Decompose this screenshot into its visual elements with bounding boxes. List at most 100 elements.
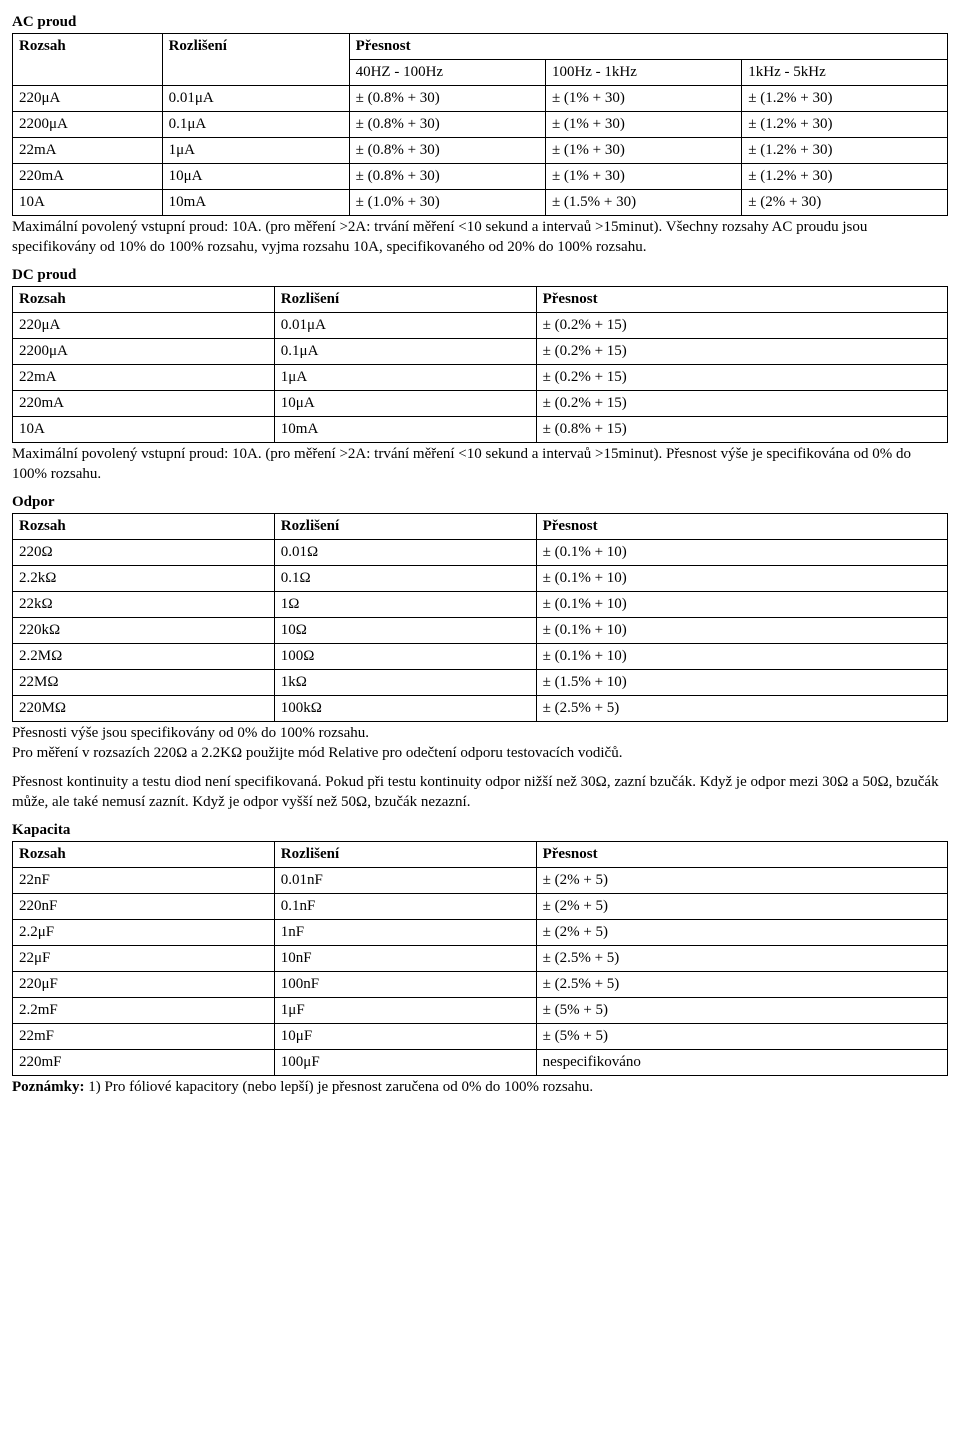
cap-note-prefix: Poznámky: bbox=[12, 1079, 85, 1095]
cell-acc: ± (2.5% + 5) bbox=[536, 972, 947, 998]
table-row: 22μF 10nF ± (2.5% + 5) bbox=[13, 946, 948, 972]
cell-acc: ± (1% + 30) bbox=[545, 112, 741, 138]
cell-acc: ± (1.5% + 10) bbox=[536, 670, 947, 696]
cell-acc: ± (0.8% + 30) bbox=[349, 112, 545, 138]
col-resolution-header: Rozlišení bbox=[274, 287, 536, 313]
cell-range: 2.2mF bbox=[13, 998, 275, 1024]
cell-res: 1kΩ bbox=[274, 670, 536, 696]
col-accuracy-header: Přesnost bbox=[349, 34, 947, 60]
cap-table: Rozsah Rozlišení Přesnost 22nF 0.01nF ± … bbox=[12, 841, 948, 1076]
cell-res: 100Ω bbox=[274, 644, 536, 670]
cell-range: 22mA bbox=[13, 138, 163, 164]
cell-acc: ± (0.2% + 15) bbox=[536, 365, 947, 391]
cell-acc: ± (5% + 5) bbox=[536, 1024, 947, 1050]
cell-range: 22mF bbox=[13, 1024, 275, 1050]
dc-title: DC proud bbox=[12, 267, 948, 284]
cell-acc: nespecifikováno bbox=[536, 1050, 947, 1076]
table-row: 220mA 10μA ± (0.2% + 15) bbox=[13, 391, 948, 417]
col-resolution-header: Rozlišení bbox=[162, 34, 349, 86]
cell-acc: ± (5% + 5) bbox=[536, 998, 947, 1024]
cell-range: 22kΩ bbox=[13, 592, 275, 618]
cell-acc: ± (1% + 30) bbox=[545, 164, 741, 190]
ac-table: Rozsah Rozlišení Přesnost 40HZ - 100Hz 1… bbox=[12, 33, 948, 216]
cell-range: 220nF bbox=[13, 894, 275, 920]
cell-acc: ± (0.8% + 30) bbox=[349, 164, 545, 190]
table-header-row: Rozsah Rozlišení Přesnost bbox=[13, 514, 948, 540]
cell-acc: ± (0.1% + 10) bbox=[536, 592, 947, 618]
cell-range: 220mA bbox=[13, 391, 275, 417]
table-row: 220kΩ 10Ω ± (0.1% + 10) bbox=[13, 618, 948, 644]
cell-res: 10μA bbox=[274, 391, 536, 417]
table-row: 22mA 1μA ± (0.2% + 15) bbox=[13, 365, 948, 391]
cell-res: 0.01μA bbox=[274, 313, 536, 339]
cell-res: 0.1nF bbox=[274, 894, 536, 920]
cell-range: 2.2MΩ bbox=[13, 644, 275, 670]
table-row: 2.2MΩ 100Ω ± (0.1% + 10) bbox=[13, 644, 948, 670]
cell-acc: ± (0.1% + 10) bbox=[536, 566, 947, 592]
ac-note: Maximální povolený vstupní proud: 10A. (… bbox=[12, 218, 948, 257]
cell-acc: ± (2% + 5) bbox=[536, 868, 947, 894]
cell-res: 10μA bbox=[162, 164, 349, 190]
res-note1: Přesnosti výše jsou specifikovány od 0% … bbox=[12, 724, 948, 763]
table-row: 220μF 100nF ± (2.5% + 5) bbox=[13, 972, 948, 998]
table-row: 220MΩ 100kΩ ± (2.5% + 5) bbox=[13, 696, 948, 722]
table-row: 220mA 10μA ± (0.8% + 30) ± (1% + 30) ± (… bbox=[13, 164, 948, 190]
cell-res: 1μA bbox=[274, 365, 536, 391]
cell-range: 2200μA bbox=[13, 112, 163, 138]
cell-res: 1μF bbox=[274, 998, 536, 1024]
cell-acc: ± (0.8% + 15) bbox=[536, 417, 947, 443]
col-accuracy-header: Přesnost bbox=[536, 842, 947, 868]
table-header-row: Rozsah Rozlišení Přesnost bbox=[13, 34, 948, 60]
table-row: 22nF 0.01nF ± (2% + 5) bbox=[13, 868, 948, 894]
res-note2: Přesnost kontinuity a testu diod není sp… bbox=[12, 773, 948, 812]
cell-acc: ± (2% + 30) bbox=[742, 190, 948, 216]
cell-range: 10A bbox=[13, 190, 163, 216]
cap-title: Kapacita bbox=[12, 822, 948, 839]
cell-acc: ± (1% + 30) bbox=[545, 86, 741, 112]
cell-range: 22mA bbox=[13, 365, 275, 391]
table-row: 2200μA 0.1μA ± (0.2% + 15) bbox=[13, 339, 948, 365]
cell-acc: ± (0.1% + 10) bbox=[536, 540, 947, 566]
cell-acc: ± (0.2% + 15) bbox=[536, 313, 947, 339]
cell-res: 1Ω bbox=[274, 592, 536, 618]
col-resolution-header: Rozlišení bbox=[274, 842, 536, 868]
cell-res: 100nF bbox=[274, 972, 536, 998]
cell-acc: ± (1.2% + 30) bbox=[742, 164, 948, 190]
cell-res: 10nF bbox=[274, 946, 536, 972]
cap-note-text: 1) Pro fóliové kapacitory (nebo lepší) j… bbox=[85, 1079, 594, 1095]
cell-range: 220mF bbox=[13, 1050, 275, 1076]
cell-acc: ± (1.0% + 30) bbox=[349, 190, 545, 216]
table-header-row: Rozsah Rozlišení Přesnost bbox=[13, 842, 948, 868]
res-title: Odpor bbox=[12, 494, 948, 511]
col-range-header: Rozsah bbox=[13, 842, 275, 868]
ac-title: AC proud bbox=[12, 14, 948, 31]
col-band1-header: 40HZ - 100Hz bbox=[349, 60, 545, 86]
cell-res: 10mA bbox=[274, 417, 536, 443]
table-row: 10A 10mA ± (0.8% + 15) bbox=[13, 417, 948, 443]
cell-res: 0.01Ω bbox=[274, 540, 536, 566]
cell-res: 10Ω bbox=[274, 618, 536, 644]
cell-res: 10μF bbox=[274, 1024, 536, 1050]
cell-range: 2.2μF bbox=[13, 920, 275, 946]
cell-range: 220μA bbox=[13, 86, 163, 112]
cell-res: 100μF bbox=[274, 1050, 536, 1076]
col-band2-header: 100Hz - 1kHz bbox=[545, 60, 741, 86]
table-row: 22MΩ 1kΩ ± (1.5% + 10) bbox=[13, 670, 948, 696]
cell-range: 10A bbox=[13, 417, 275, 443]
cell-range: 220μA bbox=[13, 313, 275, 339]
cell-acc: ± (0.8% + 30) bbox=[349, 138, 545, 164]
cell-acc: ± (1.2% + 30) bbox=[742, 112, 948, 138]
cell-res: 0.1Ω bbox=[274, 566, 536, 592]
cell-res: 0.1μA bbox=[274, 339, 536, 365]
table-row: 2.2kΩ 0.1Ω ± (0.1% + 10) bbox=[13, 566, 948, 592]
cell-acc: ± (0.2% + 15) bbox=[536, 339, 947, 365]
cell-acc: ± (1% + 30) bbox=[545, 138, 741, 164]
dc-note: Maximální povolený vstupní proud: 10A. (… bbox=[12, 445, 948, 484]
cell-acc: ± (0.1% + 10) bbox=[536, 618, 947, 644]
cell-res: 0.01μA bbox=[162, 86, 349, 112]
cell-res: 100kΩ bbox=[274, 696, 536, 722]
table-row: 22kΩ 1Ω ± (0.1% + 10) bbox=[13, 592, 948, 618]
cell-acc: ± (2.5% + 5) bbox=[536, 696, 947, 722]
cell-acc: ± (2% + 5) bbox=[536, 894, 947, 920]
cell-res: 0.01nF bbox=[274, 868, 536, 894]
